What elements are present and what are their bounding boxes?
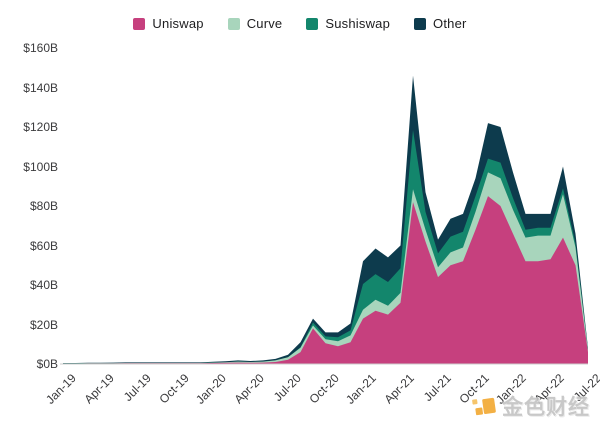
legend-item-other: Other (414, 16, 467, 31)
legend-item-sushiswap: Sushiswap (306, 16, 390, 31)
legend-item-curve: Curve (227, 16, 283, 31)
legend-swatch-icon (133, 17, 146, 30)
legend-item-uniswap: Uniswap (133, 16, 203, 31)
legend-label: Curve (246, 16, 283, 31)
legend: Uniswap Curve Sushiswap Other (0, 16, 600, 31)
y-axis-tick-label: $20B (29, 317, 58, 332)
chart-areas (63, 75, 588, 364)
legend-label: Sushiswap (325, 16, 391, 31)
y-axis-tick-label: $60B (29, 238, 58, 253)
watermark: 金色财经 (472, 391, 590, 421)
y-axis-tick-label: $100B (23, 159, 58, 174)
legend-swatch-icon (227, 17, 240, 30)
legend-label: Other (433, 16, 467, 31)
area-uniswap (63, 196, 588, 364)
jinse-finance-logo-icon (472, 397, 496, 416)
legend-swatch-icon (414, 17, 427, 30)
watermark-text: 金色财经 (502, 396, 590, 419)
y-axis-tick-label: $120B (23, 120, 58, 134)
y-axis-tick-label: $140B (23, 80, 58, 95)
y-axis-tick-label: $80B (29, 199, 58, 213)
legend-swatch-icon (306, 17, 319, 30)
y-axis-tick-label: $40B (29, 278, 58, 292)
legend-label: Uniswap (152, 16, 204, 31)
y-axis-tick-label: $160B (23, 41, 58, 55)
y-axis-tick-label: $0B (36, 357, 58, 371)
